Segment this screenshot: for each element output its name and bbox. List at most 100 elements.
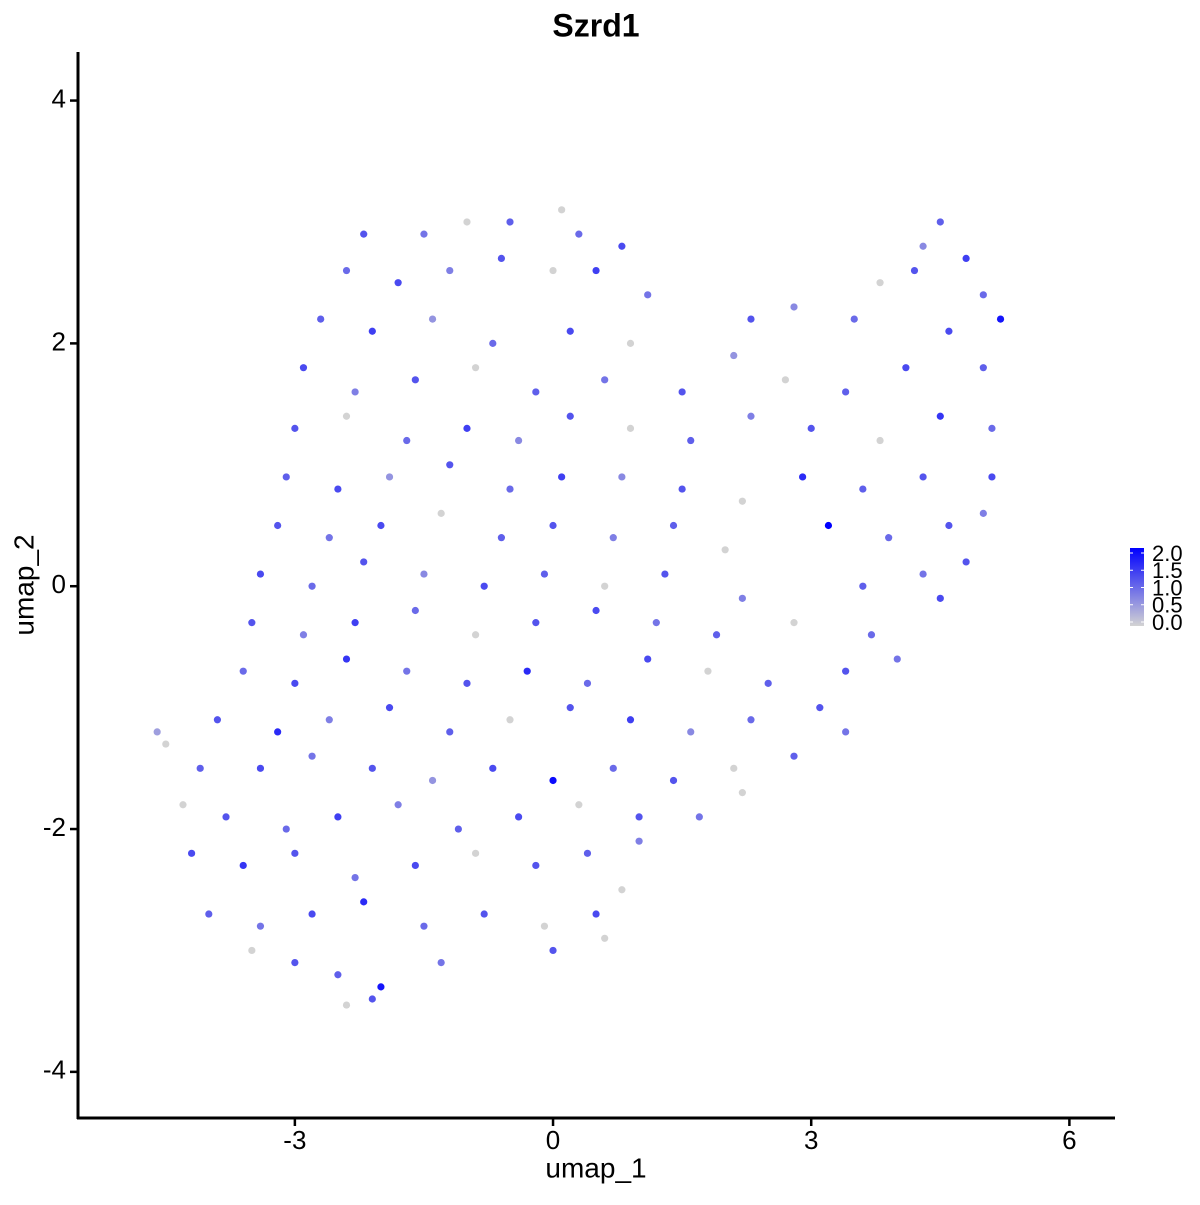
point bbox=[618, 242, 626, 250]
point bbox=[738, 789, 746, 797]
point bbox=[549, 946, 557, 955]
point bbox=[239, 861, 247, 870]
point bbox=[601, 582, 609, 590]
point bbox=[179, 801, 187, 809]
point bbox=[609, 764, 617, 772]
point bbox=[738, 497, 746, 505]
point bbox=[446, 461, 454, 469]
point bbox=[351, 388, 359, 396]
point bbox=[575, 230, 583, 238]
point bbox=[360, 558, 368, 566]
point bbox=[351, 874, 359, 882]
point bbox=[463, 679, 471, 687]
point bbox=[876, 279, 884, 287]
point bbox=[368, 327, 376, 335]
point bbox=[867, 631, 876, 639]
point bbox=[687, 728, 695, 736]
point bbox=[824, 521, 833, 530]
point bbox=[489, 339, 497, 347]
point bbox=[308, 582, 316, 590]
x-tick-label: 3 bbox=[804, 1125, 818, 1155]
point bbox=[471, 631, 480, 639]
point bbox=[205, 910, 213, 918]
point bbox=[403, 667, 411, 675]
point bbox=[945, 327, 953, 335]
point bbox=[248, 946, 256, 955]
point bbox=[299, 364, 308, 372]
point bbox=[549, 266, 557, 275]
point bbox=[979, 509, 987, 517]
colorbar bbox=[1130, 548, 1144, 626]
point bbox=[532, 388, 540, 396]
point bbox=[644, 655, 652, 663]
point bbox=[256, 922, 265, 930]
point bbox=[919, 473, 927, 481]
point bbox=[446, 728, 454, 736]
point bbox=[256, 570, 265, 578]
point bbox=[592, 606, 600, 615]
point bbox=[635, 837, 643, 845]
point bbox=[446, 266, 454, 275]
point bbox=[876, 436, 884, 445]
point bbox=[248, 619, 256, 627]
point bbox=[661, 570, 669, 578]
y-tick-label: -4 bbox=[43, 1055, 66, 1085]
points bbox=[153, 206, 1005, 1009]
point bbox=[988, 473, 996, 481]
point bbox=[213, 716, 222, 724]
point bbox=[411, 376, 419, 384]
point bbox=[403, 436, 411, 445]
point bbox=[515, 436, 523, 445]
point bbox=[575, 801, 583, 809]
point bbox=[291, 958, 299, 967]
point bbox=[695, 813, 703, 821]
point bbox=[764, 679, 772, 687]
point bbox=[394, 801, 402, 809]
point bbox=[549, 776, 557, 785]
point bbox=[936, 412, 944, 420]
point bbox=[334, 971, 342, 979]
point bbox=[790, 619, 798, 627]
point bbox=[282, 825, 290, 833]
point bbox=[437, 958, 445, 967]
point bbox=[669, 776, 678, 785]
point bbox=[291, 679, 299, 687]
point bbox=[454, 825, 462, 833]
point bbox=[489, 764, 497, 772]
point bbox=[678, 388, 686, 396]
point bbox=[601, 934, 609, 942]
point bbox=[360, 898, 368, 906]
point bbox=[669, 521, 678, 530]
point bbox=[325, 534, 333, 542]
point bbox=[635, 813, 643, 821]
point bbox=[566, 412, 574, 420]
point bbox=[962, 558, 970, 566]
point bbox=[368, 995, 376, 1003]
point bbox=[747, 315, 755, 323]
point bbox=[558, 473, 566, 481]
point bbox=[196, 764, 204, 772]
point bbox=[549, 521, 557, 530]
point bbox=[704, 667, 712, 675]
point bbox=[919, 242, 927, 250]
point bbox=[540, 570, 549, 578]
point bbox=[497, 534, 506, 542]
y-tick-label: 0 bbox=[52, 569, 66, 599]
point bbox=[601, 376, 609, 384]
point bbox=[480, 910, 488, 918]
x-axis-label: umap_1 bbox=[545, 1152, 646, 1183]
point bbox=[919, 570, 927, 578]
y-axis-label: umap_2 bbox=[8, 534, 39, 635]
point bbox=[626, 339, 635, 347]
point bbox=[515, 813, 523, 821]
point bbox=[377, 983, 385, 991]
point bbox=[747, 412, 755, 420]
point bbox=[420, 230, 428, 238]
colorbar-tick-label: 1.0 bbox=[1152, 575, 1183, 600]
point bbox=[626, 424, 635, 432]
point bbox=[291, 424, 299, 432]
point bbox=[652, 619, 660, 627]
point bbox=[471, 849, 480, 857]
